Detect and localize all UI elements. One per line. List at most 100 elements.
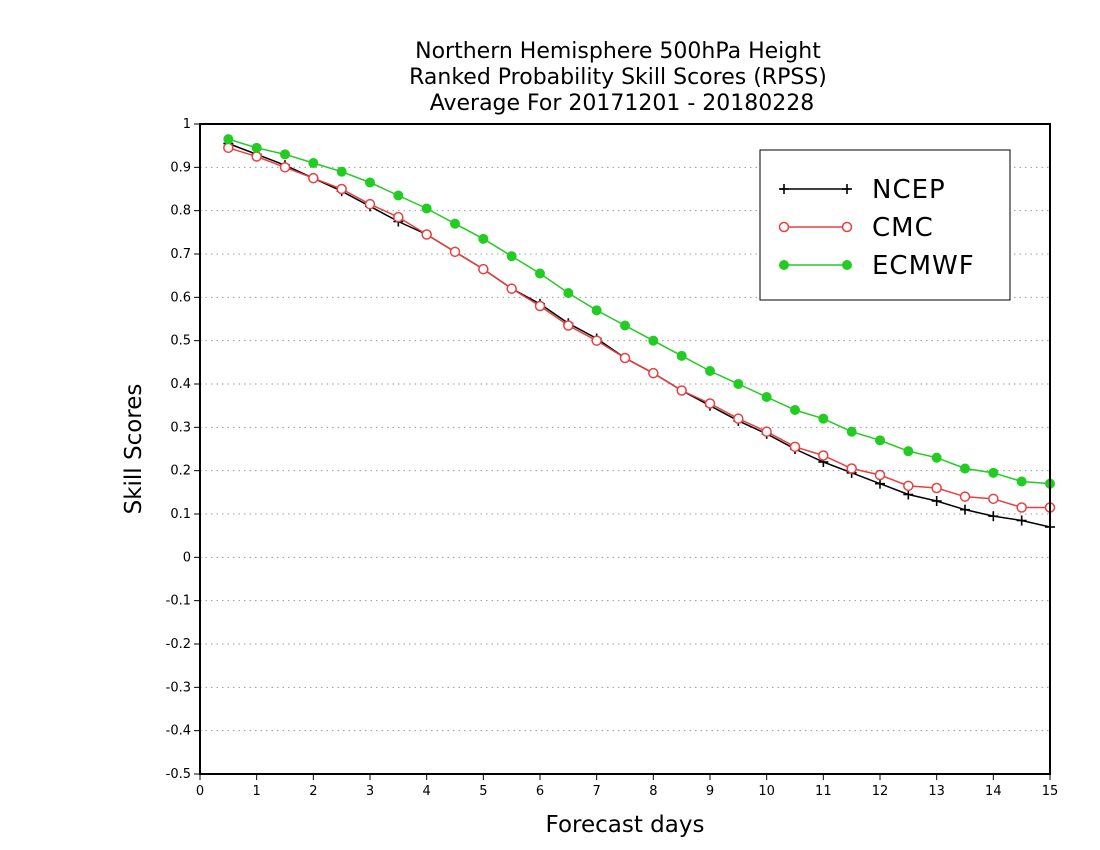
data-point-ncep: [903, 489, 914, 500]
y-tick-label: 0.6: [170, 290, 191, 305]
data-point-ecmwf: [846, 426, 857, 437]
data-point-ecmwf: [790, 405, 800, 415]
data-point-ecmwf: [478, 233, 489, 244]
data-point-ecmwf: [761, 392, 772, 402]
x-tick-label: 15: [1042, 784, 1059, 799]
x-tick-label: 12: [872, 784, 889, 799]
y-tick-label: 1: [183, 117, 191, 132]
data-point-ecmwf: [450, 218, 460, 229]
legend-entry-ecmwf: ECMWF: [779, 251, 975, 281]
data-point-cmc: [506, 283, 517, 294]
data-point-cmc: [534, 300, 546, 312]
y-tick-label: 0: [183, 550, 191, 565]
data-point-ecmwf: [535, 268, 545, 279]
x-tick-label: 1: [253, 784, 261, 799]
data-point-ecmwf: [223, 134, 234, 145]
x-tick-label: 4: [423, 784, 431, 799]
x-tick-label: 0: [196, 784, 204, 799]
data-point-cmc: [761, 426, 772, 437]
data-series: [223, 134, 1056, 532]
x-tick-label: 9: [706, 784, 714, 799]
x-tick-label: 5: [479, 784, 487, 799]
legend-label-ecmwf: ECMWF: [872, 251, 975, 281]
data-point-ncep: [931, 496, 942, 506]
data-point-cmc: [563, 320, 574, 331]
data-point-ecmwf: [1016, 476, 1027, 487]
data-point-cmc: [846, 463, 857, 474]
data-point-cmc: [478, 263, 489, 275]
data-point-ecmwf: [365, 177, 375, 188]
data-point-cmc: [591, 335, 602, 346]
data-point-cmc: [1016, 502, 1027, 513]
data-point-ncep: [875, 478, 885, 489]
legend: NCEP CMC ECMWF: [759, 149, 1011, 301]
data-point-ecmwf: [336, 166, 347, 177]
legend-box: [759, 149, 1011, 301]
x-tick-label: 6: [536, 784, 544, 799]
legend-label-cmc: CMC: [872, 213, 934, 243]
legend-marker-cmc: [841, 221, 853, 233]
y-tick-label: 0.3: [170, 420, 191, 435]
y-tick-label: 0.8: [170, 204, 191, 219]
data-point-cmc: [676, 385, 687, 396]
y-tick-label: 0.7: [170, 247, 191, 262]
data-point-cmc: [903, 480, 914, 492]
data-point-ncep: [988, 511, 999, 522]
data-point-cmc: [648, 367, 659, 379]
data-point-ecmwf: [875, 435, 885, 446]
x-tick-label: 8: [649, 784, 657, 799]
legend-marker-cmc: [778, 221, 790, 233]
title-line-1: Northern Hemisphere 500hPa Height: [415, 39, 821, 64]
legend-marker-ncep: [779, 184, 789, 194]
data-point-cmc: [931, 482, 942, 494]
data-point-cmc: [393, 211, 404, 223]
x-tick-label: 3: [366, 784, 374, 799]
data-point-ecmwf: [563, 288, 574, 298]
x-tick-label: 13: [928, 784, 945, 799]
data-point-ncep: [960, 504, 970, 515]
data-point-cmc: [789, 441, 801, 453]
data-point-ecmwf: [308, 158, 319, 168]
data-point-ecmwf: [280, 149, 290, 160]
data-point-ecmwf: [818, 413, 829, 424]
x-axis-title: Forecast days: [546, 812, 705, 838]
x-tick-label: 11: [815, 784, 832, 799]
data-point-ecmwf: [591, 305, 602, 316]
data-point-ecmwf: [931, 452, 942, 463]
data-point-ecmwf: [393, 190, 404, 201]
y-axis-title: Skill Scores: [121, 384, 147, 515]
data-point-cmc: [988, 493, 999, 505]
data-point-ecmwf: [903, 446, 914, 457]
y-tick-label: 0.5: [170, 334, 191, 349]
y-tick-label: 0.9: [170, 160, 191, 175]
data-point-cmc: [364, 198, 376, 210]
axes: 1 0.9 0.8 0.7 0.6 0.5 0.4 0.3 0.2 0.1 0 -0.1 -0.2 -0.…: [166, 117, 1059, 799]
data-point-ecmwf: [648, 335, 659, 346]
data-point-cmc: [223, 142, 234, 154]
legend-label-ncep: NCEP: [872, 175, 946, 205]
title-line-2: Ranked Probability Skill Scores (RPSS): [409, 65, 827, 90]
data-point-cmc: [704, 398, 716, 409]
data-point-cmc: [308, 172, 319, 184]
legend-entry-cmc: CMC: [778, 213, 934, 243]
legend-marker-ecmwf: [842, 260, 852, 270]
data-point-cmc: [874, 469, 886, 481]
y-tick-label: 0.2: [170, 464, 191, 479]
y-tick-label: -0.1: [166, 594, 191, 609]
data-point-ecmwf: [676, 350, 687, 361]
data-point-cmc: [619, 352, 631, 364]
y-tick-label: 0.4: [170, 377, 191, 392]
data-point-ecmwf: [251, 142, 262, 153]
data-point-cmc: [449, 246, 461, 258]
data-point-ecmwf: [506, 251, 517, 262]
x-tick-label: 2: [309, 784, 317, 799]
x-tick-label: 10: [758, 784, 775, 799]
data-point-ecmwf: [733, 379, 744, 389]
data-point-cmc: [959, 491, 971, 502]
gridlines: [200, 166, 1050, 732]
data-point-ecmwf: [960, 463, 970, 474]
x-tick-label: 7: [593, 784, 601, 799]
y-tick-label: -0.3: [166, 680, 191, 695]
y-tick-label: -0.4: [166, 724, 191, 739]
